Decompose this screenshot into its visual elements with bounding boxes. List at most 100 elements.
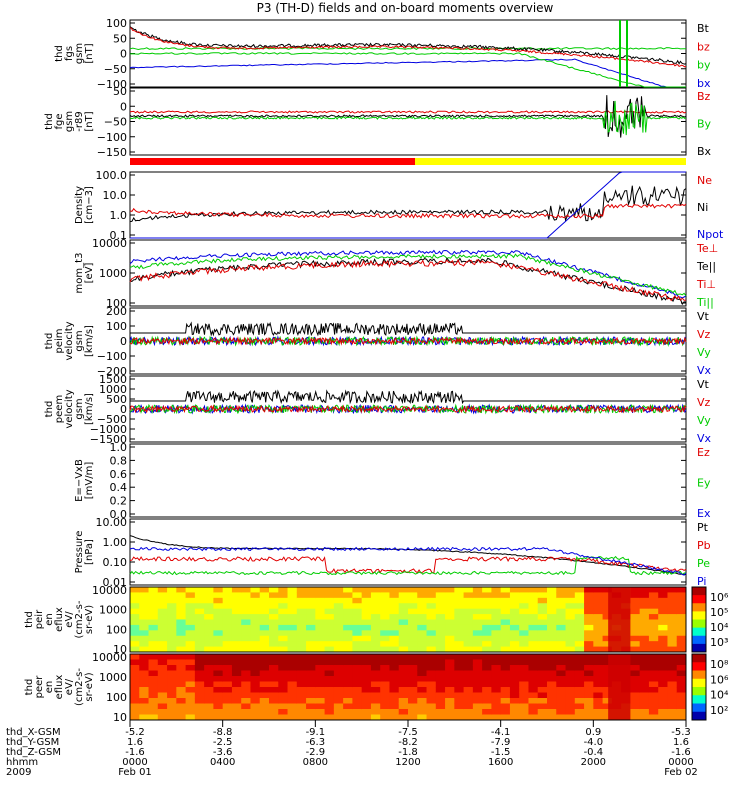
spectrogram-cell [148, 687, 159, 693]
spectrogram-cell [324, 624, 335, 631]
spectrogram-cell [602, 635, 613, 642]
spectrogram-cell [296, 587, 307, 593]
spectrogram-cell [565, 687, 576, 693]
colorbar-segment [692, 627, 706, 637]
spectrogram-cell [648, 635, 659, 642]
spectrogram-cell [445, 635, 455, 642]
spectrogram-cell [352, 659, 363, 666]
spectrogram-cell [269, 614, 279, 620]
spectrogram-cell [250, 659, 261, 666]
spectrogram-cell [602, 597, 613, 604]
spectrogram-cell [204, 670, 214, 677]
spectrogram-cell [556, 641, 567, 648]
spectrogram-cell [648, 681, 659, 688]
spectrogram-cell [139, 659, 150, 666]
spectrogram-cell [167, 703, 177, 710]
spectrogram-cell [528, 676, 539, 682]
spectrogram-cell [148, 714, 159, 721]
y-axis-label: gsm [74, 330, 85, 351]
spectrogram-cell [315, 676, 326, 682]
spectrogram-cell [130, 603, 140, 610]
spectrogram-cell [676, 592, 687, 599]
y-tick-label: 10 [113, 711, 127, 724]
spectrogram-cell [315, 619, 326, 626]
spectrogram-cell [139, 714, 150, 721]
y-tick-label: 1500 [99, 373, 127, 386]
spectrogram-cell [130, 709, 140, 715]
spectrogram-cell [380, 587, 390, 593]
spectrogram-cell [343, 619, 353, 626]
spectrogram-cell [676, 665, 687, 671]
spectrogram-cell [315, 624, 326, 631]
spectrogram-cell [231, 597, 242, 604]
spectrogram-cell [231, 692, 242, 699]
spectrogram-cell [148, 624, 159, 631]
spectrogram-cell [519, 592, 529, 599]
spectrogram-cell [333, 687, 344, 693]
spectrogram-cell [556, 592, 567, 599]
spectrogram-cell [556, 646, 567, 653]
spectrogram-cell [528, 603, 539, 610]
spectrogram-cell [667, 709, 678, 715]
legend-entry: Ti⊥ [696, 278, 716, 291]
spectrogram-cell [213, 630, 224, 637]
spectrogram-cell [667, 587, 678, 593]
spectrogram-cell [148, 659, 159, 666]
spectrogram-cell [333, 670, 344, 677]
spectrogram-cell [176, 641, 187, 648]
spectrogram-cell [167, 603, 177, 610]
spectrogram-cell [500, 670, 511, 677]
spectrogram-cell [250, 681, 261, 688]
spectrogram-cell [343, 635, 353, 642]
spectrogram-cell [574, 608, 585, 615]
spectrogram-cell [491, 703, 502, 710]
spectrogram-cell [537, 630, 548, 637]
spectrogram-cell [454, 624, 465, 631]
spectrogram-cell [435, 608, 446, 615]
spectrogram-cell [500, 635, 511, 642]
spectrogram-cell [194, 703, 205, 710]
spectrogram-cell [574, 592, 585, 599]
spectrogram-cell [491, 692, 502, 699]
spectrogram-cell [361, 692, 372, 699]
spectrogram-cell [361, 614, 372, 620]
spectrogram-cell [676, 670, 687, 677]
spectrogram-cell [556, 681, 567, 688]
spectrogram-cell [472, 646, 483, 653]
spectrogram-cell [602, 692, 613, 699]
spectrogram-cell [435, 635, 446, 642]
spectrogram-cell [176, 698, 187, 704]
spectrogram-cell [435, 587, 446, 593]
spectrogram-cell [269, 687, 279, 693]
spectrogram-cell [537, 670, 548, 677]
spectrogram-cell [250, 665, 261, 671]
spectrogram-cell [463, 641, 474, 648]
spectrogram-cell [213, 592, 224, 599]
spectrogram-cell [630, 592, 641, 599]
spectrogram-cell [167, 654, 177, 660]
spectrogram-cell [630, 641, 641, 648]
spectrogram-cell [500, 681, 511, 688]
spectrogram-cell [278, 608, 289, 615]
spectrogram-cell [222, 597, 233, 604]
spectrogram-cell [630, 659, 641, 666]
spectrogram-cell [370, 641, 381, 648]
y-axis-label: [cm−3] [84, 186, 95, 224]
spectrogram-cell [278, 597, 289, 604]
spectrogram-cell [547, 709, 557, 715]
spectrogram-cell [463, 608, 474, 615]
spectrogram-cell [648, 646, 659, 653]
spectrogram-cell [482, 630, 492, 637]
legend-entry: bz [697, 40, 710, 53]
x-axis-row-label: 2009 [6, 767, 31, 778]
spectrogram-cell [537, 646, 548, 653]
y-tick-label: −100 [97, 131, 127, 144]
spectrogram-cell [676, 709, 687, 715]
spectrogram-cell [454, 603, 465, 610]
spectrogram-cell [547, 703, 557, 710]
spectrogram-cell [241, 619, 251, 626]
spectrogram-cell [148, 641, 159, 648]
spectrogram-cell [574, 646, 585, 653]
x-axis-value: -1.5 [491, 747, 511, 758]
spectrogram-cell [491, 698, 502, 704]
